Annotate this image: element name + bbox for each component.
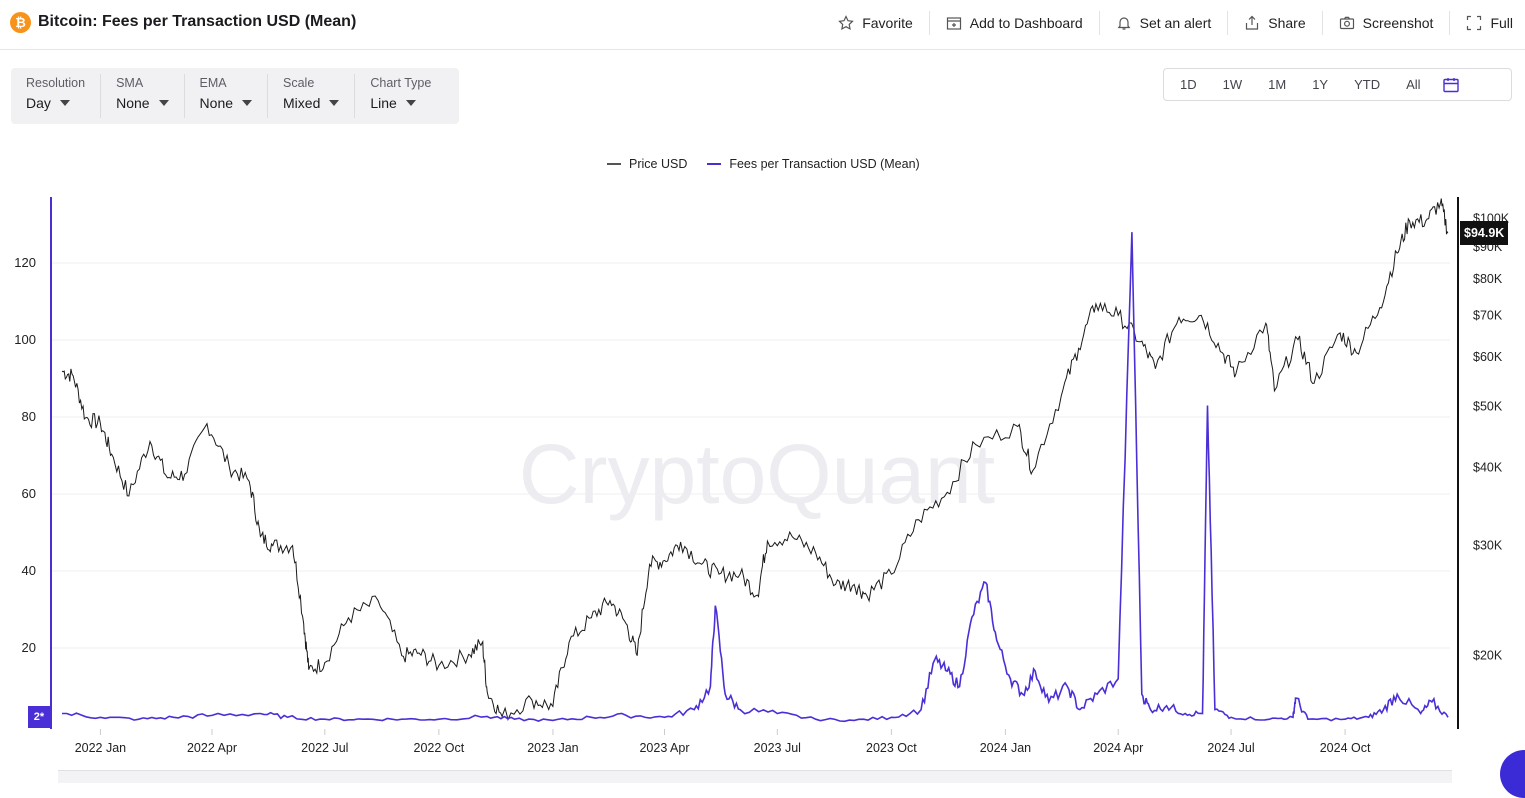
fullscreen-button[interactable]: Full xyxy=(1450,11,1513,35)
grid-lines xyxy=(52,262,1450,649)
x-tick-label: 2022 Jan xyxy=(75,741,126,755)
legend-label-fees: Fees per Transaction USD (Mean) xyxy=(729,157,920,171)
sma-value: None xyxy=(116,95,150,111)
x-tick-label: 2024 Oct xyxy=(1320,741,1371,755)
y-right-tick-label: $50K xyxy=(1473,400,1503,414)
x-tick-label: 2022 Apr xyxy=(187,741,237,755)
left-axis-badge: 2* xyxy=(28,706,50,728)
x-tick-label: 2022 Jul xyxy=(301,741,348,755)
y-right-tick-label: $40K xyxy=(1473,460,1503,474)
scale-label: Scale xyxy=(283,76,315,90)
share-icon xyxy=(1246,15,1259,30)
favorite-label: Favorite xyxy=(862,15,913,31)
chart-type-dropdown[interactable]: Chart Type Line xyxy=(355,74,446,118)
time-range-selector: 1D 1W 1M 1Y YTD All xyxy=(1163,68,1512,101)
bitcoin-logo-icon: ₿ xyxy=(10,12,31,33)
x-tick-label: 2023 Jan xyxy=(527,741,578,755)
range-1d-button[interactable]: 1D xyxy=(1180,77,1197,92)
x-tick-label: 2024 Apr xyxy=(1093,741,1143,755)
price-series-line xyxy=(61,198,1449,721)
y-left-tick-label: 40 xyxy=(22,563,36,578)
x-tick-label: 2022 Oct xyxy=(414,741,465,755)
sma-dropdown[interactable]: SMA None xyxy=(101,74,185,118)
header-bar: ₿ Bitcoin: Fees per Transaction USD (Mea… xyxy=(0,0,1525,50)
y-right-tick-label: $80K xyxy=(1473,272,1503,286)
range-ytd-button[interactable]: YTD xyxy=(1354,77,1381,92)
fees-series-line xyxy=(62,232,1449,723)
y-left-tick-label: 60 xyxy=(22,486,36,501)
chart-controls: Resolution Day SMA None EMA None Scale M… xyxy=(11,68,459,124)
chevron-down-icon xyxy=(59,100,70,106)
range-all-button[interactable]: All xyxy=(1406,77,1421,92)
x-tick-label: 2023 Apr xyxy=(639,741,689,755)
bell-icon xyxy=(1117,17,1131,30)
chart-legend: Price USD Fees per Transaction USD (Mean… xyxy=(607,157,920,171)
range-1m-button[interactable]: 1M xyxy=(1268,77,1287,92)
current-price-tag: $94.9K xyxy=(1460,221,1509,245)
chart-type-value: Line xyxy=(370,95,397,111)
y-right-tick-label: $70K xyxy=(1473,308,1503,322)
range-1w-button[interactable]: 1W xyxy=(1222,77,1243,92)
legend-swatch-price xyxy=(607,163,621,165)
legend-label-price: Price USD xyxy=(629,157,688,171)
sma-label: SMA xyxy=(116,76,144,90)
screenshot-button[interactable]: Screenshot xyxy=(1323,11,1451,35)
screenshot-label: Screenshot xyxy=(1362,15,1434,31)
y-axis-right-ticks: $20K$30K$40K$50K$60K$70K$80K$90K$100K xyxy=(1473,211,1510,662)
ema-value: None xyxy=(199,95,234,111)
page-title: Bitcoin: Fees per Transaction USD (Mean) xyxy=(38,13,357,30)
y-axis-left-ticks: 20 40 60 80 100 120 xyxy=(14,255,36,655)
ema-label: EMA xyxy=(199,76,227,90)
y-left-tick-label: 80 xyxy=(22,409,36,424)
chart-type-label: Chart Type xyxy=(370,76,432,90)
star-icon xyxy=(838,15,855,31)
chevron-down-icon xyxy=(242,100,253,106)
y-left-tick-label: 20 xyxy=(22,640,36,655)
fullscreen-icon xyxy=(1467,15,1482,31)
chevron-down-icon xyxy=(405,100,416,106)
ema-dropdown[interactable]: EMA None xyxy=(185,74,269,118)
dashboard-add-icon xyxy=(946,17,961,30)
header-actions: Favorite Add to Dashboard Set an alert S… xyxy=(822,0,1513,46)
chart-canvas[interactable]: CryptoQuant 2022 Jan 2022 Apr 2022 Jul 2022… xyxy=(0,190,1525,770)
resolution-value: Day xyxy=(26,95,51,111)
x-tick-label: 2023 Jul xyxy=(754,741,801,755)
add-to-dashboard-button[interactable]: Add to Dashboard xyxy=(930,11,1100,35)
y-right-tick-label: $60K xyxy=(1473,350,1503,364)
legend-swatch-fees xyxy=(707,163,722,165)
share-button[interactable]: Share xyxy=(1228,11,1323,35)
legend-item-price[interactable]: Price USD xyxy=(607,157,687,171)
x-tick-label: 2023 Oct xyxy=(866,741,917,755)
scale-value: Mixed xyxy=(283,95,321,111)
set-alert-button[interactable]: Set an alert xyxy=(1100,11,1229,35)
share-label: Share xyxy=(1268,15,1306,31)
x-axis-ticks: 2022 Jan 2022 Apr 2022 Jul 2022 Oct 2023 Jan… xyxy=(75,729,1371,755)
y-left-tick-label: 120 xyxy=(14,255,36,270)
set-alert-label: Set an alert xyxy=(1139,15,1212,31)
watermark: CryptoQuant xyxy=(519,427,995,521)
y-right-tick-label: $30K xyxy=(1473,539,1503,553)
scale-dropdown[interactable]: Scale Mixed xyxy=(268,74,356,118)
fullscreen-label: Full xyxy=(1490,15,1513,31)
range-1y-button[interactable]: 1Y xyxy=(1312,77,1329,92)
calendar-icon[interactable] xyxy=(1442,76,1460,94)
add-to-dashboard-label: Add to Dashboard xyxy=(969,15,1083,31)
x-tick-label: 2024 Jul xyxy=(1207,741,1254,755)
chevron-down-icon xyxy=(158,100,169,106)
y-right-tick-label: $20K xyxy=(1473,649,1503,663)
x-tick-label: 2024 Jan xyxy=(980,741,1031,755)
range-navigator[interactable] xyxy=(58,770,1452,783)
resolution-label: Resolution xyxy=(26,76,86,90)
resolution-dropdown[interactable]: Resolution Day xyxy=(11,74,102,118)
legend-item-fees[interactable]: Fees per Transaction USD (Mean) xyxy=(707,157,920,171)
camera-icon xyxy=(1339,16,1354,30)
y-left-tick-label: 100 xyxy=(14,332,36,347)
chevron-down-icon xyxy=(329,100,340,106)
favorite-button[interactable]: Favorite xyxy=(822,11,930,35)
